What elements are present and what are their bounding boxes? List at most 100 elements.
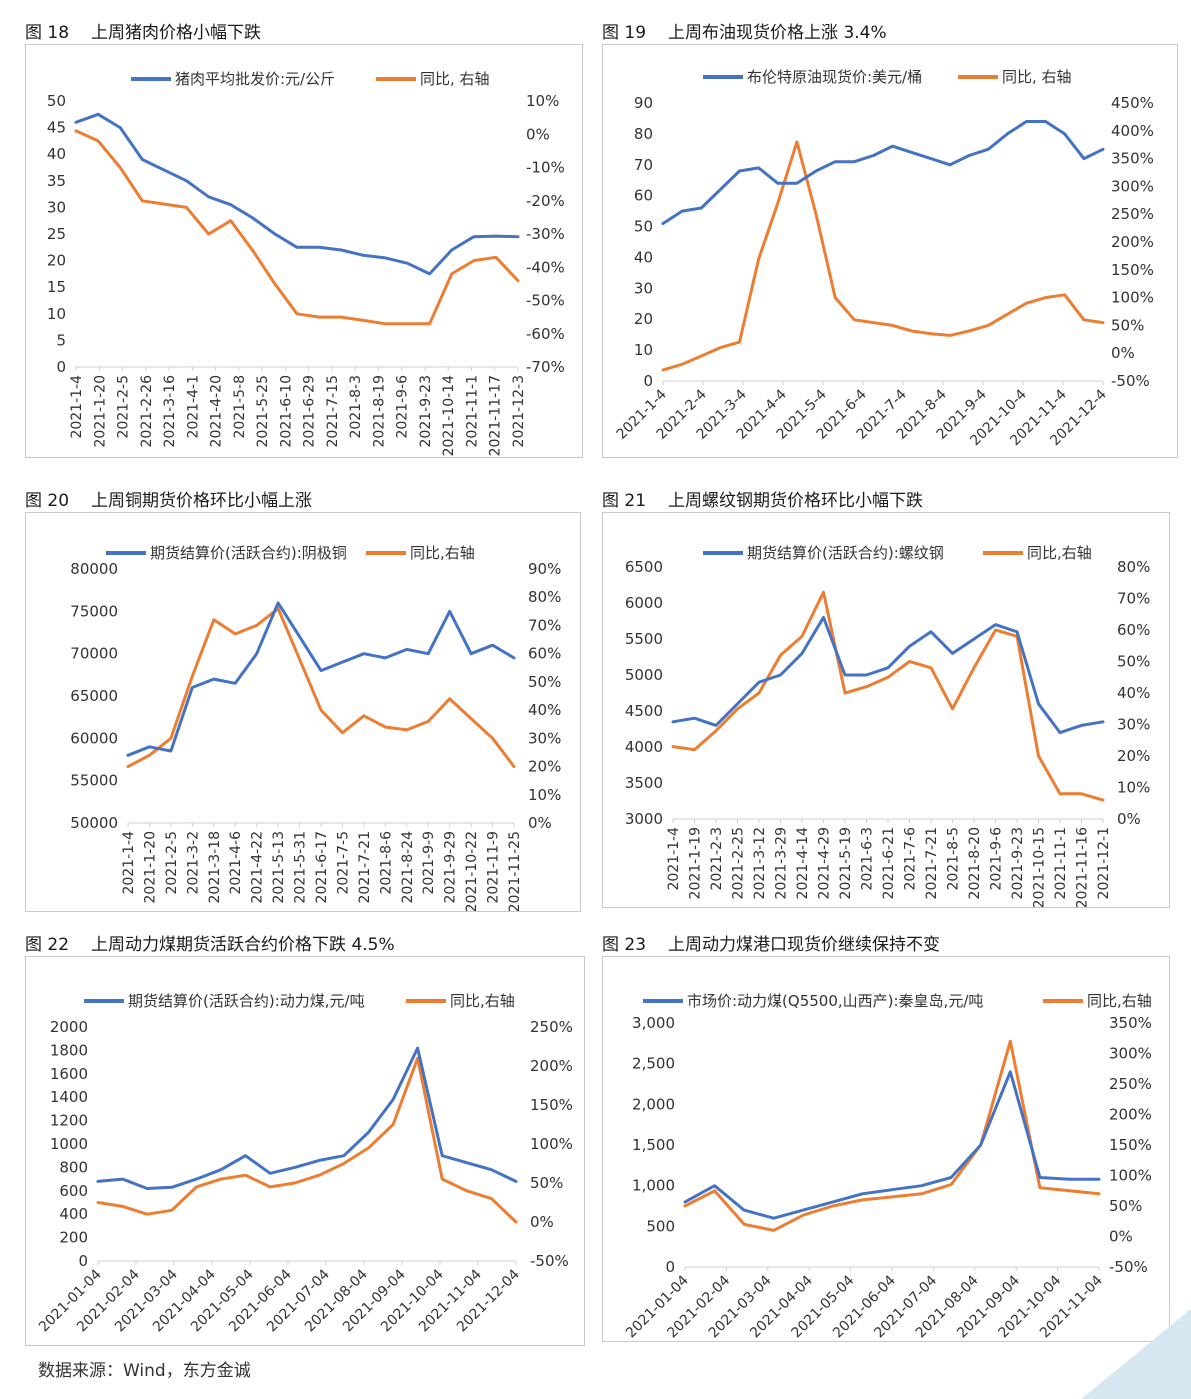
x-tick-label: 2021-1-20 — [142, 831, 158, 903]
left-tick-label: 70 — [634, 156, 653, 174]
right-tick-label: 10% — [526, 92, 559, 110]
x-tick-label: 2021-11-1 — [464, 375, 480, 447]
left-tick-label: 80000 — [70, 560, 118, 578]
left-tick-label: 500 — [646, 1217, 675, 1235]
right-tick-label: 450% — [1111, 94, 1154, 112]
right-tick-label: 250% — [1111, 205, 1154, 223]
series-line-0 — [96, 1046, 518, 1190]
chart-frame: 期货结算价(活跃合约):阴极铜 同比,右轴 50000 55000 60000 65000… — [25, 512, 581, 912]
right-tick-label: 350% — [1111, 150, 1154, 168]
right-tick-label: 50% — [1111, 316, 1144, 334]
x-tick-label: 2021-9-9 — [421, 831, 437, 895]
series-line-1 — [74, 129, 520, 326]
x-tick-label: 2021-6-10 — [278, 375, 294, 447]
x-tick-label: 2021-7-6 — [903, 827, 919, 891]
left-tick-label: 1,500 — [632, 1136, 675, 1154]
left-tick-label: 5 — [56, 331, 66, 349]
x-tick-label: 2021-7-5 — [335, 831, 351, 895]
legend-label-1: 同比,右轴 — [1027, 544, 1092, 562]
x-tick-label: 2021-8-6 — [378, 831, 394, 895]
x-tick-label: 2021-9-6 — [989, 827, 1005, 891]
x-tick-label: 2021-1-19 — [688, 827, 704, 899]
series-line-0 — [126, 601, 516, 757]
source-note: 数据来源：Wind，东方金诚 — [38, 1361, 251, 1381]
legend-label-1: 同比,右轴 — [410, 544, 475, 562]
figure-title: 图 18 上周猪肉价格小幅下跌 — [25, 23, 262, 43]
left-tick-label: 75000 — [70, 602, 118, 620]
x-tick-label: 2021-3-16 — [162, 375, 178, 448]
x-tick-label: 2021-10-22 — [464, 831, 480, 911]
left-tick-label: 40 — [47, 145, 66, 163]
x-tick-label: 2021-4-14 — [795, 827, 811, 900]
legend-label-0: 猪肉平均批发价:元/公斤 — [175, 70, 335, 88]
right-tick-label: -40% — [526, 258, 565, 276]
left-tick-label: 400 — [59, 1205, 88, 1223]
left-tick-label: 1,000 — [632, 1177, 675, 1195]
right-tick-label: -60% — [526, 325, 565, 343]
legend-label-1: 同比,右轴 — [1087, 992, 1152, 1010]
right-tick-label: -50% — [526, 292, 565, 310]
right-tick-label: 30% — [528, 729, 561, 747]
right-tick-label: 250% — [530, 1018, 573, 1036]
x-tick-label: 2021-10-14 — [441, 375, 457, 456]
x-tick-label: 2021-1-4 — [666, 827, 682, 891]
right-tick-label: -50% — [530, 1252, 569, 1270]
right-tick-label: 10% — [528, 786, 561, 804]
x-tick-label: 2021-8-24 — [400, 831, 416, 904]
legend-label-1: 同比, 右轴 — [420, 70, 490, 88]
right-tick-label: 70% — [1117, 590, 1150, 608]
left-tick-label: 4500 — [625, 702, 663, 720]
right-tick-label: 60% — [528, 645, 561, 663]
series-line-1 — [126, 607, 516, 769]
left-tick-label: 1600 — [50, 1065, 88, 1083]
left-tick-label: 70000 — [70, 645, 118, 663]
series-line-1 — [683, 1039, 1101, 1232]
x-tick-label: 2021-8-19 — [371, 375, 387, 447]
right-tick-label: 250% — [1109, 1075, 1152, 1093]
series-line-1 — [661, 140, 1105, 372]
right-tick-label: 150% — [1109, 1136, 1152, 1154]
x-tick-label: 2021-4-22 — [250, 831, 266, 903]
x-tick-label: 2021-9-23 — [1010, 827, 1026, 899]
left-tick-label: 80 — [634, 125, 653, 143]
left-tick-label: 3500 — [625, 774, 663, 792]
right-tick-label: 50% — [1109, 1197, 1142, 1215]
right-tick-label: 20% — [528, 758, 561, 776]
series-line-0 — [74, 112, 520, 276]
x-tick-label: 2021-5-31 — [293, 831, 309, 903]
series-line-1 — [96, 1056, 518, 1224]
chart-frame: 猪肉平均批发价:元/公斤 同比, 右轴 0 5 10 15 20 25 30 35 40 45 50 -7… — [25, 44, 583, 458]
x-tick-label: 2021-1-20 — [92, 375, 108, 447]
pork-price-chart: 猪肉平均批发价:元/公斤 同比, 右轴 0 5 10 15 20 25 30 35 40 45 50 -7… — [47, 70, 565, 456]
legend-label-0: 布伦特原油现货价:美元/桶 — [747, 68, 922, 86]
x-tick-label: 2021-2-25 — [731, 827, 747, 899]
left-tick-label: 0 — [665, 1258, 675, 1276]
left-tick-label: 2000 — [50, 1018, 88, 1036]
left-tick-label: 200 — [59, 1229, 88, 1247]
x-tick-label: 2021-8-3 — [348, 375, 364, 439]
left-tick-label: 65000 — [70, 687, 118, 705]
legend-label-0: 期货结算价(活跃合约):动力煤,元/吨 — [128, 992, 365, 1010]
x-tick-label: 2021-6-3 — [860, 827, 876, 891]
x-tick-label: 2021-7-15 — [325, 375, 341, 447]
x-tick-label: 2021-7-21 — [924, 827, 940, 899]
left-tick-label: 50000 — [70, 814, 118, 832]
right-tick-label: -50% — [1111, 372, 1150, 390]
copper-futures-chart: 期货结算价(活跃合约):阴极铜 同比,右轴 50000 55000 60000 65000… — [70, 544, 561, 911]
x-tick-label: 2021-12-1 — [1096, 827, 1112, 899]
brent-oil-chart: 布伦特原油现货价:美元/桶 同比, 右轴 0 10 20 30 40 50 60 70 80 90 -5… — [614, 68, 1154, 449]
right-tick-label: 150% — [530, 1096, 573, 1114]
x-tick-label: 2021-2-5 — [116, 375, 132, 439]
x-tick-label: 2021-5-25 — [255, 375, 271, 447]
left-tick-label: 55000 — [70, 772, 118, 790]
figure-title: 图 22 上周动力煤期货活跃合约价格下跌 4.5% — [25, 935, 395, 955]
left-tick-label: 45 — [47, 119, 66, 137]
right-tick-label: 200% — [1109, 1106, 1152, 1124]
right-tick-label: 60% — [1117, 621, 1150, 639]
series-line-0 — [683, 1070, 1101, 1220]
right-tick-label: 80% — [528, 588, 561, 606]
legend-label-0: 期货结算价(活跃合约):螺纹钢 — [747, 544, 944, 562]
x-tick-label: 2021-3-29 — [774, 827, 790, 899]
right-tick-label: -70% — [526, 358, 565, 376]
right-tick-label: 30% — [1117, 716, 1150, 734]
